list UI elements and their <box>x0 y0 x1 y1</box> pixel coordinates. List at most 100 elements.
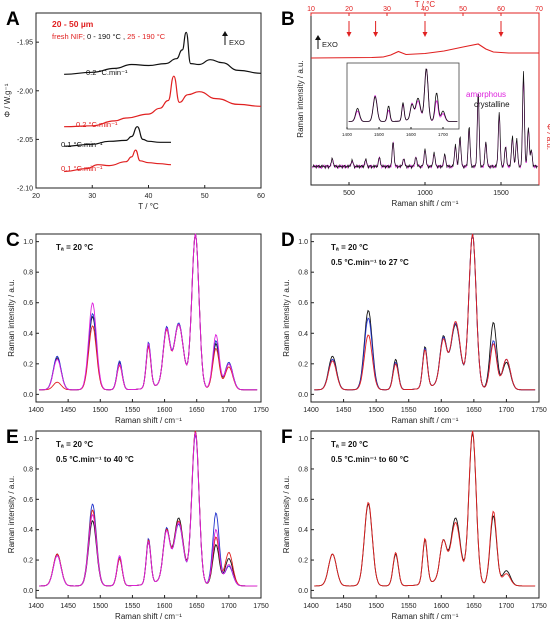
y-tick-label: 0.6 <box>23 497 33 504</box>
legend-line-part: 0 - 190 °C <box>87 32 121 41</box>
y-tick-label: 1.0 <box>23 436 33 443</box>
x-tick-label: 1500 <box>92 603 108 610</box>
panel-letter-C: C <box>6 230 20 251</box>
x-tick-label: 1400 <box>28 407 44 414</box>
x-tick-label: 1650 <box>189 603 205 610</box>
y-tick-label: 0.4 <box>23 331 33 338</box>
x-tick-label: 500 <box>343 190 355 197</box>
inset-tick-label: 1600 <box>406 132 417 137</box>
x-tick-label: 1750 <box>531 407 547 414</box>
x-axis-label: Raman shift / cm⁻¹ <box>115 416 182 425</box>
y-tick-label: 0.0 <box>23 588 33 595</box>
plot-frame-F <box>310 430 540 599</box>
series-line-red <box>39 233 258 391</box>
y-tick-label: 0.0 <box>23 392 33 399</box>
annotation-rate: 0.5 °C.min⁻¹ to 60 °C <box>331 455 409 464</box>
x-tick-label: 1550 <box>401 603 417 610</box>
plot-frame-C <box>35 233 262 403</box>
top-x-tick-label: 70 <box>535 6 543 13</box>
inset-tick-label: 1500 <box>374 132 385 137</box>
x-tick-label: 1700 <box>221 603 237 610</box>
x-tick-label: 1750 <box>253 407 269 414</box>
y-tick-label: 0.8 <box>298 270 308 277</box>
x-tick-label: 1500 <box>493 190 509 197</box>
y-axis-label: Raman intensity / a.u. <box>282 476 291 553</box>
x-tick-label: 1600 <box>157 603 173 610</box>
x-tick-label: 1500 <box>368 407 384 414</box>
x-tick-label: 1400 <box>303 603 319 610</box>
annotation-temperature: Tₐ = 20 °C <box>56 243 93 252</box>
raman-full-crystalline <box>312 71 538 170</box>
x-tick-label: 1500 <box>92 407 108 414</box>
exo-arrowhead-icon <box>315 35 321 40</box>
panel-letter-A: A <box>6 9 20 30</box>
y-tick-label: 0.6 <box>298 300 308 307</box>
x-tick-label: 1550 <box>125 603 141 610</box>
legend-line-part: , <box>121 32 127 41</box>
x-tick-label: 50 <box>201 193 209 200</box>
plot-frame-D <box>310 233 540 403</box>
x-tick-label: 1600 <box>433 407 449 414</box>
series-line-red <box>314 430 536 587</box>
x-tick-label: 1400 <box>303 407 319 414</box>
legend-title: 20 - 50 µm <box>52 19 94 29</box>
y-tick-label: 0.2 <box>298 558 308 565</box>
legend-entry-amorphous: amorphous <box>466 90 506 99</box>
exo-label: EXO <box>229 38 245 47</box>
x-axis-label: Raman shift / cm⁻¹ <box>392 416 459 425</box>
y-tick-label: 0.4 <box>298 331 308 338</box>
y-axis-label: Raman intensity / a.u. <box>7 476 16 553</box>
y-tick-label: 0.2 <box>298 361 308 368</box>
annotation-temperature: Tₐ = 20 °C <box>331 243 368 252</box>
dsc-curve-black <box>64 126 171 147</box>
series-line-black <box>39 233 258 391</box>
x-tick-label: 20 <box>32 193 40 200</box>
x-tick-label: 1400 <box>28 603 44 610</box>
y-tick-label: -2.00 <box>17 88 33 95</box>
annotation-temperature: Tₐ = 20 °C <box>331 440 368 449</box>
temperature-arrowhead-icon <box>498 32 504 37</box>
dsc-curve-red <box>64 75 262 128</box>
x-tick-label: 1600 <box>157 407 173 414</box>
x-tick-label: 1750 <box>253 603 269 610</box>
y-tick-label: 0.6 <box>298 497 308 504</box>
rate-annotation: 0.2 °C.min⁻¹ <box>86 68 128 77</box>
series-line-red <box>314 233 536 391</box>
y-axis-label: Φ / W.g⁻¹ <box>3 83 12 117</box>
x-tick-label: 1700 <box>499 407 515 414</box>
y-tick-label: 1.0 <box>298 436 308 443</box>
top-x-tick-label: 50 <box>459 6 467 13</box>
exo-label: EXO <box>322 40 338 49</box>
panel-letter-E: E <box>6 427 19 448</box>
temperature-arrowhead-icon <box>346 32 352 37</box>
x-tick-label: 1550 <box>401 407 417 414</box>
temperature-arrowhead-icon <box>422 32 428 37</box>
panel-letter-F: F <box>281 427 293 448</box>
x-tick-label: 60 <box>257 193 265 200</box>
y-tick-label: 0.8 <box>23 270 33 277</box>
top-x-tick-label: 30 <box>383 6 391 13</box>
panel-letter-B: B <box>281 9 295 30</box>
x-axis-label: T / °C <box>138 202 159 211</box>
legend-line: fresh NIF; 0 - 190 °C , 25 - 190 °C <box>52 32 166 41</box>
y-tick-label: -2.05 <box>17 137 33 144</box>
y-tick-label: 1.0 <box>23 239 33 246</box>
x-tick-label: 1650 <box>466 407 482 414</box>
series-line-blue <box>39 233 258 391</box>
legend-entry-crystalline: crystalline <box>474 100 510 109</box>
top-x-tick-label: 40 <box>421 6 429 13</box>
x-tick-label: 1750 <box>531 603 547 610</box>
top-axis-label: T / °C <box>415 0 436 9</box>
x-axis-label: Raman shift / cm⁻¹ <box>392 612 459 621</box>
series-line-magenta <box>39 432 258 587</box>
y-tick-label: 0.6 <box>23 300 33 307</box>
annotation-rate: 0.5 °C.min⁻¹ to 27 °C <box>331 258 409 267</box>
plot-frame-E <box>35 430 262 599</box>
annotation-temperature: Tₐ = 20 °C <box>56 440 93 449</box>
y-axis-label: Raman intensity / a.u. <box>7 279 16 356</box>
inset-crystalline-line <box>348 68 458 122</box>
x-tick-label: 1450 <box>336 407 352 414</box>
panel-letter-D: D <box>281 230 295 251</box>
y-tick-label: 0.8 <box>298 466 308 473</box>
x-tick-label: 1450 <box>60 407 76 414</box>
